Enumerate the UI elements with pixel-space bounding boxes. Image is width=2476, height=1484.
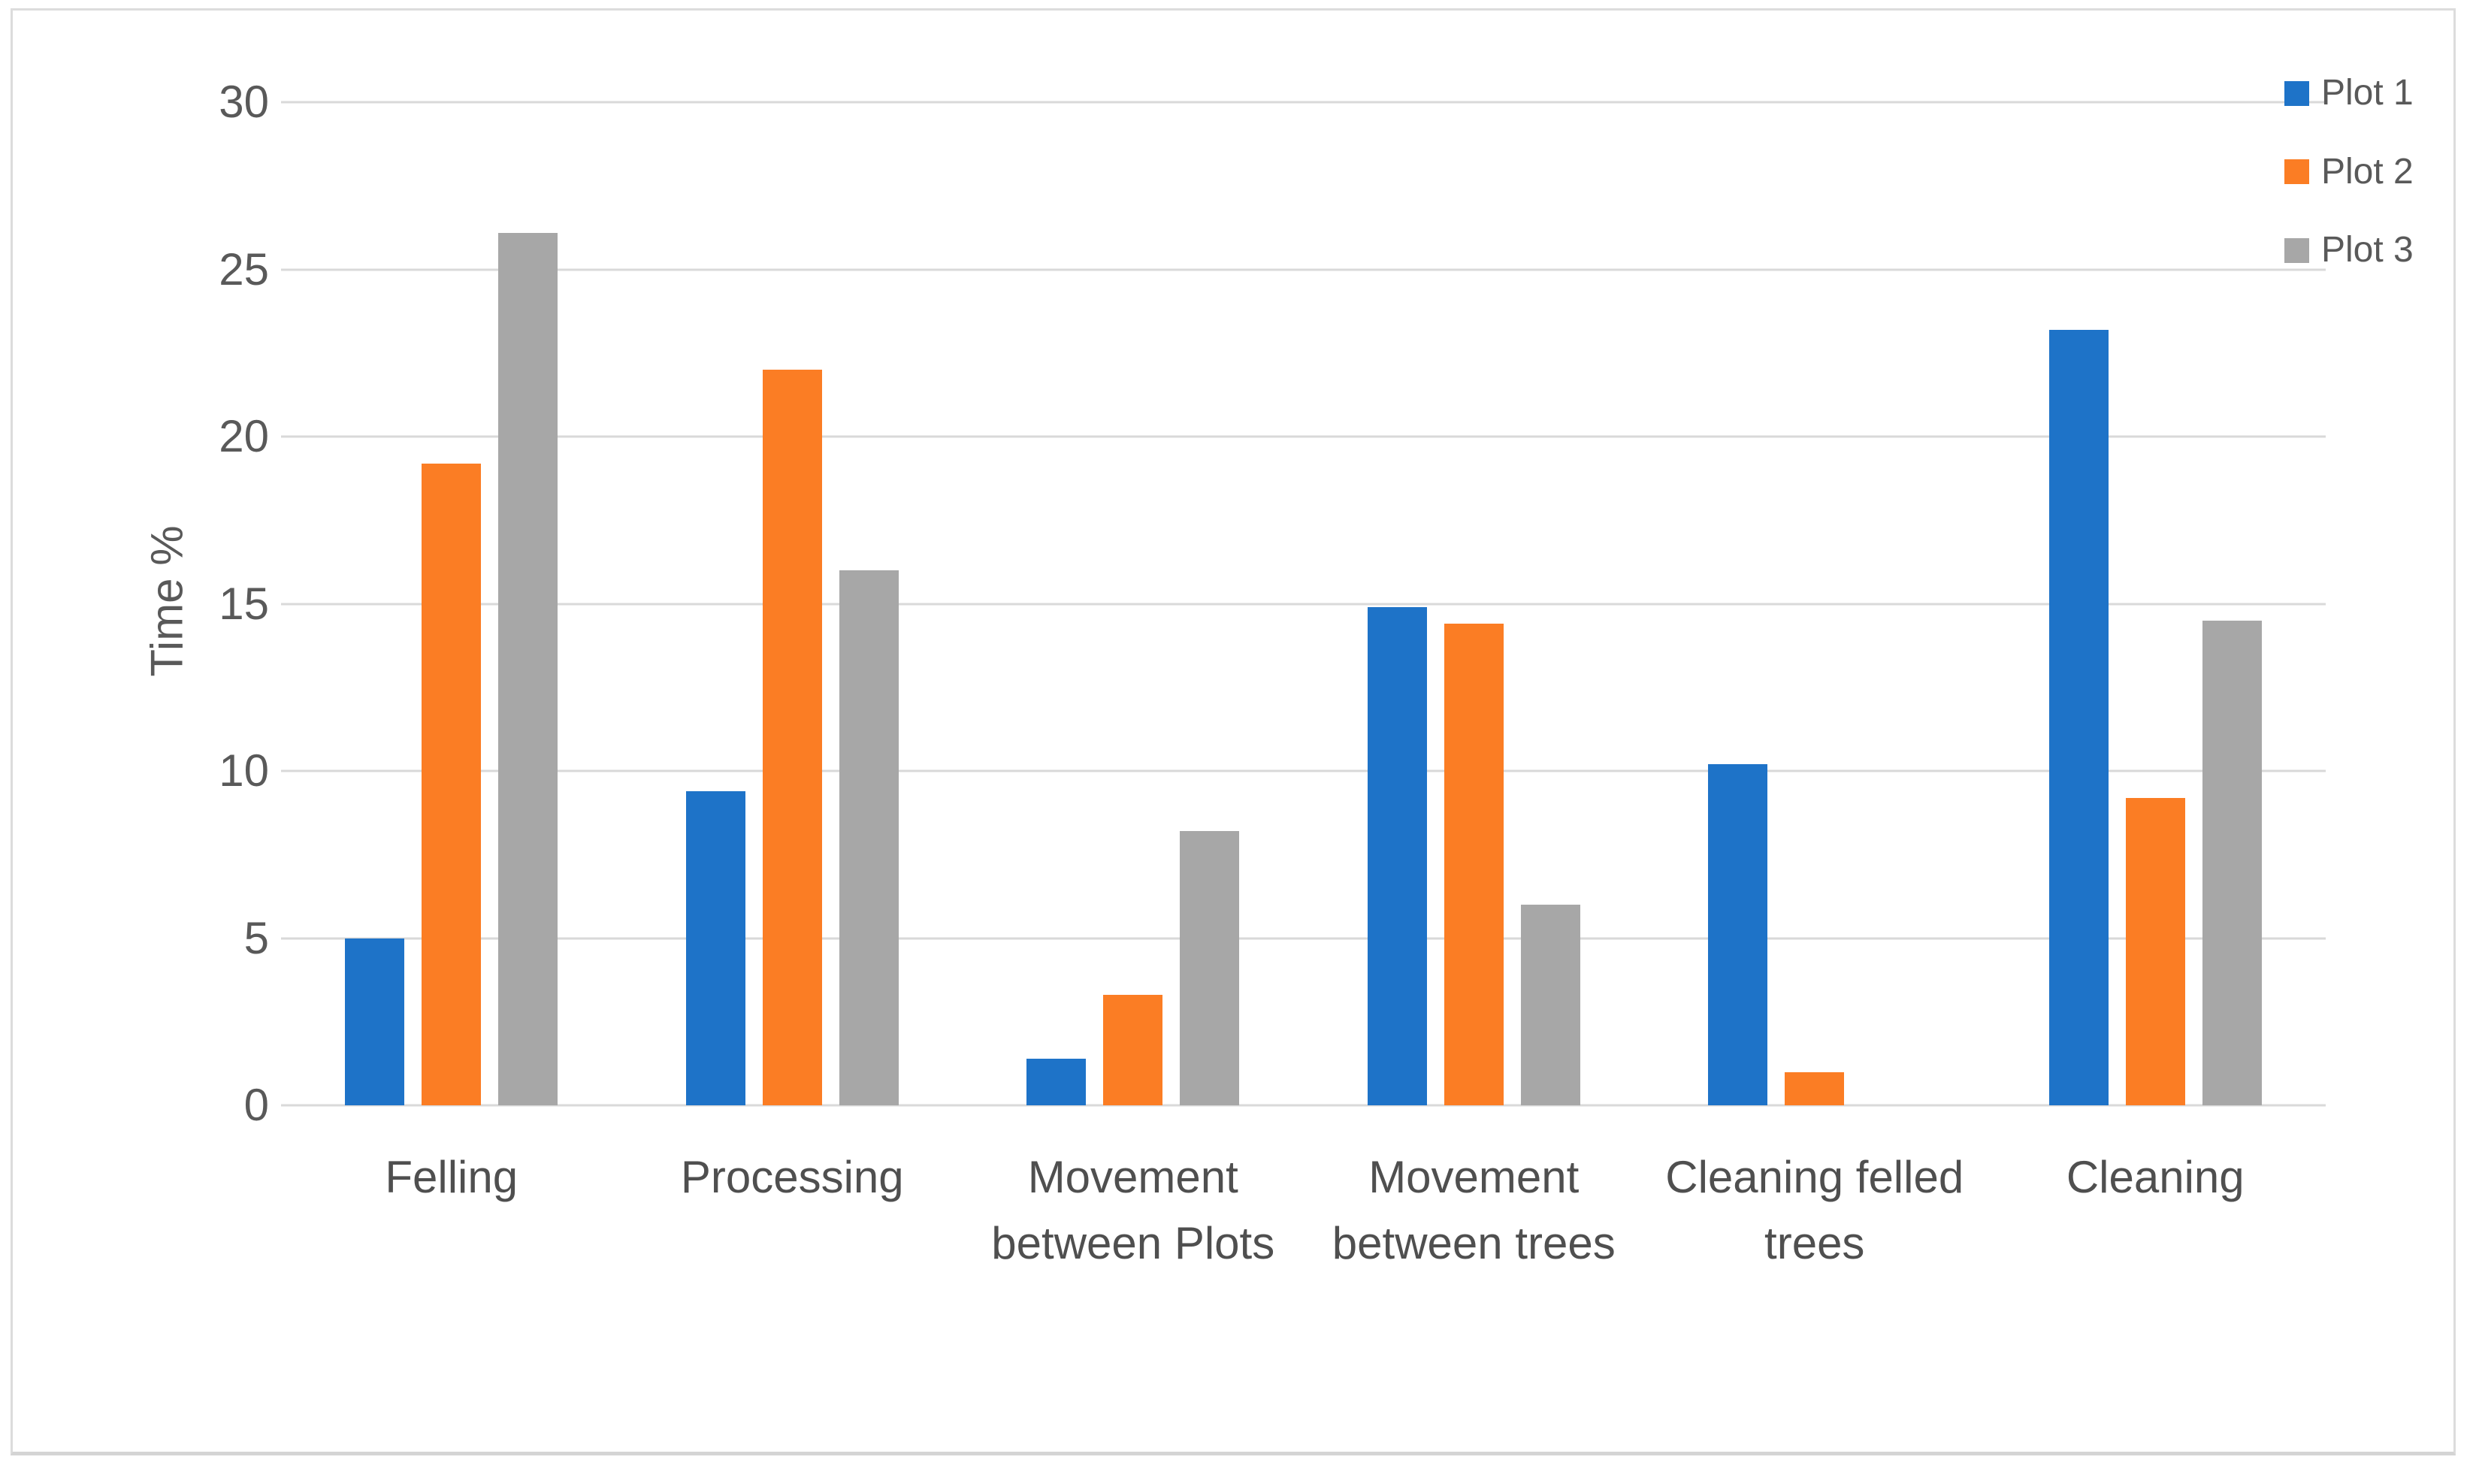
bar-plot-2-cleaning — [2125, 797, 2185, 1105]
gridline-25 — [281, 268, 2326, 271]
legend-label: Plot 2 — [2321, 151, 2414, 192]
bar-plot-2-processing — [762, 370, 822, 1105]
gridline-15 — [281, 603, 2326, 605]
bar-group-cleaning-felled-trees — [1644, 102, 1985, 1105]
gridline-10 — [281, 769, 2326, 772]
gridline-20 — [281, 435, 2326, 438]
bar-group-felling — [281, 102, 622, 1105]
bar-plot-1-movement-between-plots — [1026, 1058, 1087, 1105]
legend-swatch-icon — [2284, 237, 2309, 263]
plot-area — [281, 101, 2326, 1107]
y-tick-label-30: 30 — [219, 77, 269, 127]
bar-plot-3-cleaning — [2202, 620, 2262, 1105]
x-axis-label-processing: Processing — [680, 1152, 904, 1202]
bar-plot-2-cleaning-felled-trees — [1785, 1071, 1845, 1105]
bar-plot-2-movement-between-trees — [1444, 624, 1504, 1105]
legend-swatch-icon — [2284, 159, 2309, 184]
x-axis-label-movement-between-plots: Movement between Plots — [991, 1152, 1275, 1268]
y-tick-label-20: 20 — [219, 411, 269, 461]
bar-plot-1-felling — [345, 938, 405, 1105]
y-tick-label-25: 25 — [219, 243, 269, 295]
y-tick-label-15: 15 — [219, 578, 269, 629]
bar-plot-1-movement-between-trees — [1367, 606, 1427, 1105]
bar-plot-2-felling — [422, 463, 482, 1105]
gridline-0 — [281, 1104, 2326, 1107]
bar-plot-2-movement-between-plots — [1103, 995, 1163, 1105]
legend-item-plot-2: Plot 2 — [2284, 151, 2414, 192]
legend-label: Plot 1 — [2321, 73, 2414, 113]
bar-plot-3-movement-between-trees — [1520, 905, 1580, 1105]
bar-plot-1-cleaning — [2048, 329, 2109, 1105]
x-axis-label-cleaning: Cleaning — [2066, 1152, 2245, 1202]
bar-group-movement-between-trees — [1304, 102, 1645, 1105]
legend-label: Plot 3 — [2321, 230, 2414, 270]
y-tick-label-0: 0 — [243, 1080, 269, 1130]
bar-plot-1-cleaning-felled-trees — [1708, 764, 1768, 1105]
bar-group-processing — [622, 102, 963, 1105]
bar-group-movement-between-plots — [963, 102, 1304, 1105]
legend-item-plot-1: Plot 1 — [2284, 75, 2414, 111]
y-tick-label-5: 5 — [243, 912, 269, 963]
bar-plot-3-movement-between-plots — [1180, 831, 1240, 1105]
x-axis-label-movement-between-trees: Movement between trees — [1332, 1152, 1616, 1268]
x-axis-label-cleaning-felled-trees: Cleaning felled trees — [1665, 1152, 1964, 1268]
bar-plot-3-processing — [839, 570, 899, 1105]
bar-plot-1-processing — [685, 790, 745, 1105]
gridline-30 — [281, 101, 2326, 104]
legend-item-plot-3: Plot 3 — [2284, 232, 2414, 268]
bar-plot-3-felling — [498, 232, 558, 1105]
x-axis-label-felling: Felling — [385, 1152, 518, 1202]
gridline-5 — [281, 937, 2326, 939]
legend-swatch-icon — [2284, 80, 2309, 106]
figure-border — [11, 8, 2456, 1455]
y-tick-label-10: 10 — [219, 745, 269, 796]
bar-group-cleaning — [1985, 102, 2326, 1105]
